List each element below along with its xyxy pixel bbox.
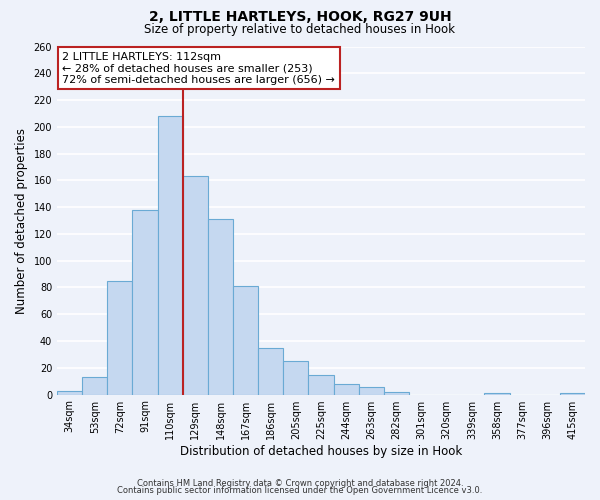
Text: 2 LITTLE HARTLEYS: 112sqm
← 28% of detached houses are smaller (253)
72% of semi: 2 LITTLE HARTLEYS: 112sqm ← 28% of detac… [62, 52, 335, 85]
Bar [560, 393, 585, 394]
Bar [82, 377, 107, 394]
Bar [107, 281, 133, 394]
Text: Size of property relative to detached houses in Hook: Size of property relative to detached ho… [145, 22, 455, 36]
Bar [283, 361, 308, 394]
Bar [158, 116, 183, 394]
Text: Contains public sector information licensed under the Open Government Licence v3: Contains public sector information licen… [118, 486, 482, 495]
Bar [57, 390, 82, 394]
Bar [233, 286, 258, 395]
Bar [208, 219, 233, 394]
Y-axis label: Number of detached properties: Number of detached properties [15, 128, 28, 314]
Text: Contains HM Land Registry data © Crown copyright and database right 2024.: Contains HM Land Registry data © Crown c… [137, 478, 463, 488]
Bar [258, 348, 283, 395]
Bar [384, 392, 409, 394]
Bar [484, 393, 509, 394]
Bar [183, 176, 208, 394]
Bar [133, 210, 158, 394]
Bar [308, 374, 334, 394]
X-axis label: Distribution of detached houses by size in Hook: Distribution of detached houses by size … [180, 444, 462, 458]
Bar [359, 386, 384, 394]
Text: 2, LITTLE HARTLEYS, HOOK, RG27 9UH: 2, LITTLE HARTLEYS, HOOK, RG27 9UH [149, 10, 451, 24]
Bar [334, 384, 359, 394]
